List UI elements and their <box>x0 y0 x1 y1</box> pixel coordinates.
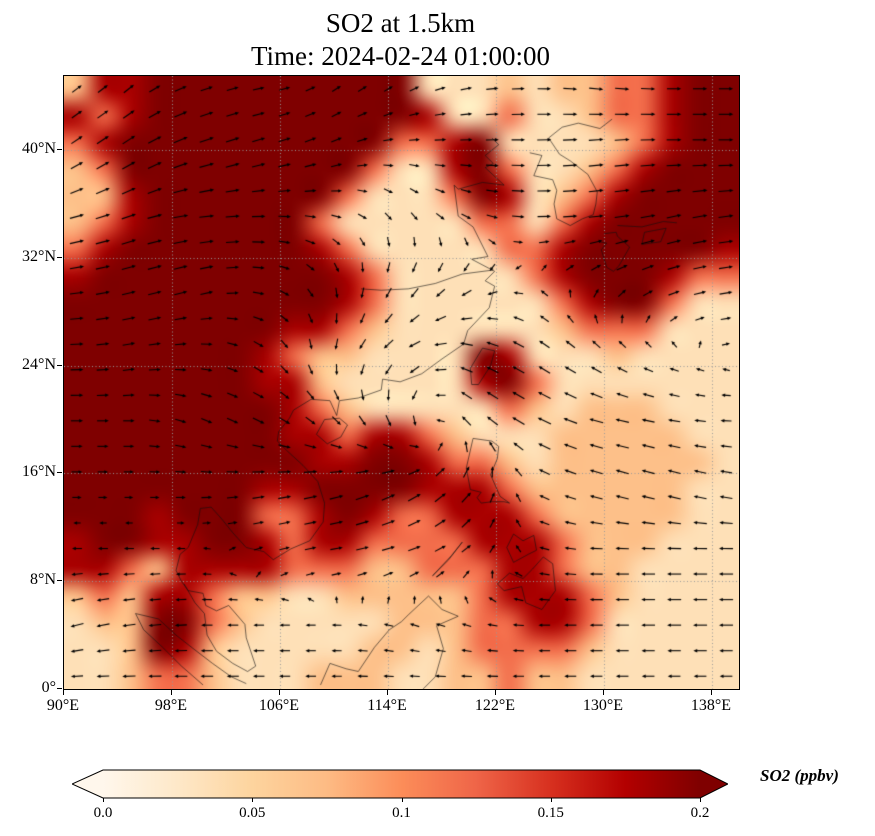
y-tick-mark <box>57 472 62 474</box>
x-tick-mark <box>387 690 388 695</box>
y-tick-mark <box>57 149 62 151</box>
x-tick-label: 106°E <box>258 697 300 714</box>
y-tick-mark <box>57 688 62 689</box>
colorbar-tick-label: 0.0 <box>93 805 113 821</box>
y-tick-mark <box>57 256 62 258</box>
y-tick-label: 40°N <box>22 140 56 158</box>
x-tick-label: 98°E <box>154 697 188 714</box>
x-tick-mark <box>711 690 712 695</box>
colorbar-tick-label: 0.15 <box>537 805 564 821</box>
colorbar-tick-label: 0.05 <box>239 805 266 821</box>
y-tick-mark <box>57 580 62 582</box>
chart-title: SO2 at 1.5km <box>325 8 476 38</box>
colorbar-tick-label: 0.1 <box>392 805 411 821</box>
y-tick-label: 32°N <box>22 247 56 265</box>
colorbar-tick-mark <box>103 798 104 802</box>
y-tick-label: 8°N <box>30 571 56 589</box>
colorbar-tick-label: 0.2 <box>690 805 710 821</box>
y-tick-label: 16°N <box>22 463 56 481</box>
chart-subtitle: Time: 2024-02-24 01:00:00 <box>250 41 551 71</box>
x-tick-label: 90°E <box>46 697 80 714</box>
x-tick-label: 122°E <box>474 697 516 714</box>
colorbar-tick-mark <box>700 798 701 802</box>
x-tick-label: 114°E <box>367 697 407 714</box>
map-plot <box>63 75 740 690</box>
y-tick-label: 24°N <box>22 355 56 373</box>
x-tick-mark <box>495 690 496 695</box>
colorbar-tick-mark <box>550 798 552 802</box>
x-tick-mark <box>63 690 64 695</box>
y-tick-mark <box>57 364 62 366</box>
map-canvas <box>64 76 739 689</box>
x-tick-label: 138°E <box>690 697 732 714</box>
colorbar-gradient <box>72 769 728 799</box>
y-tick-label: 0° <box>41 679 56 696</box>
x-tick-mark <box>603 690 604 695</box>
x-tick-mark <box>279 690 280 695</box>
colorbar-label: SO2 (ppbv) <box>760 766 839 785</box>
colorbar <box>72 769 728 799</box>
colorbar-tick-mark <box>252 798 254 802</box>
x-tick-mark <box>171 690 172 695</box>
x-tick-label: 130°E <box>582 697 624 714</box>
colorbar-tick-mark <box>401 798 403 802</box>
